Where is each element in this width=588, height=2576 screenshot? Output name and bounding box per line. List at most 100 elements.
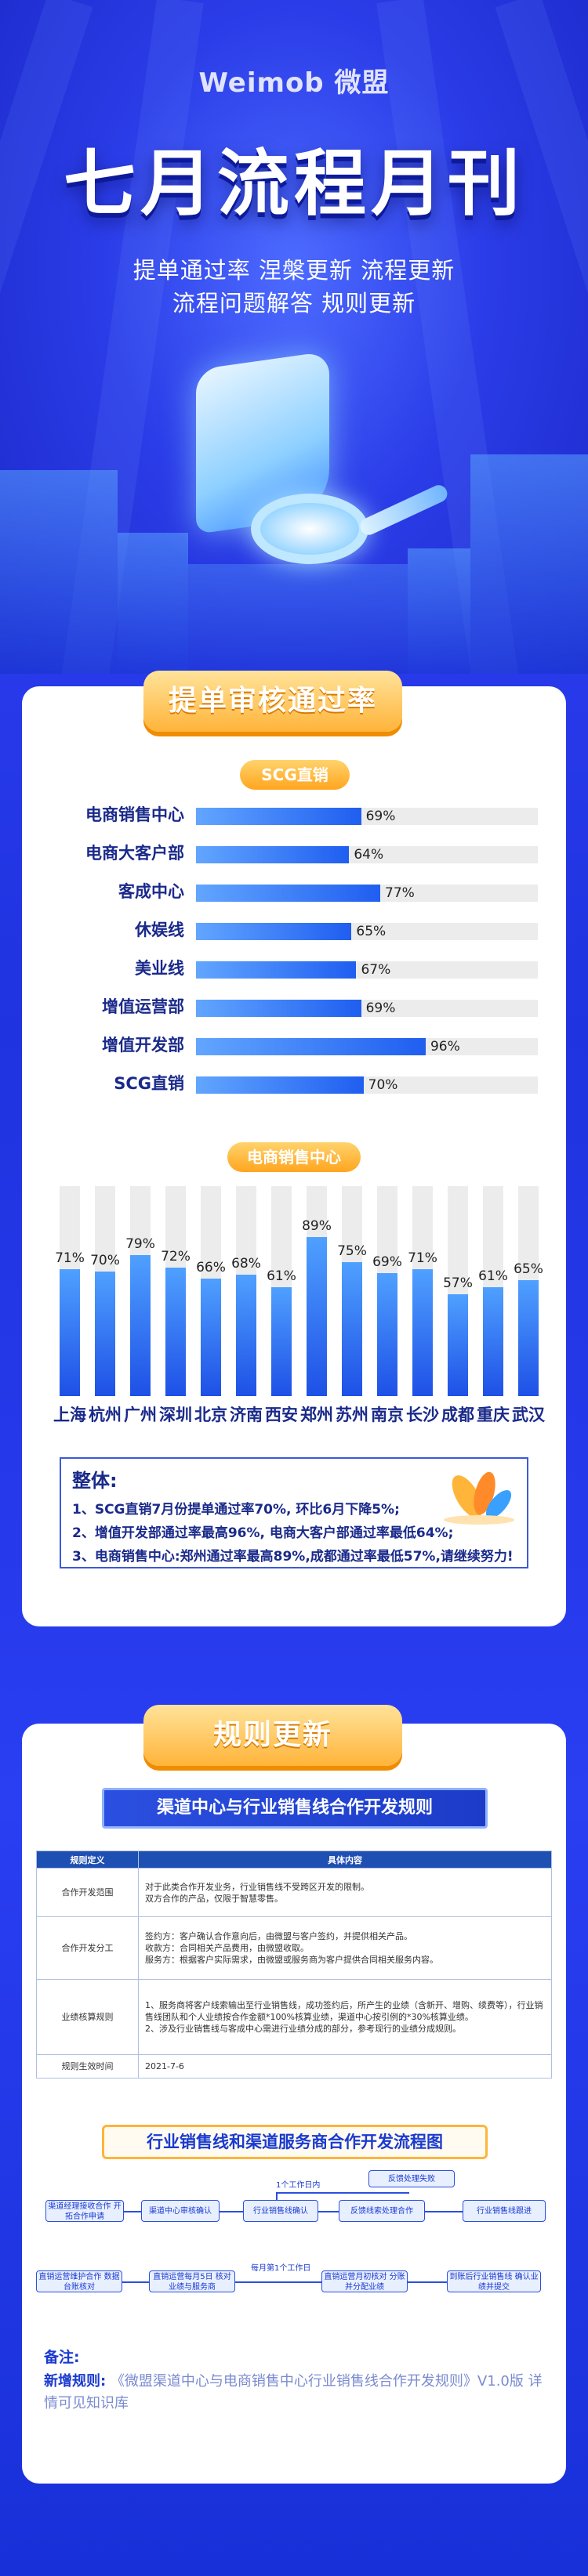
vbar-fill <box>448 1294 468 1396</box>
brand-logo: Weimob 微盟 <box>198 67 390 99</box>
hbar-label: 电商大客户部 <box>85 844 184 863</box>
table-cell-key: 合作开发范围 <box>36 1868 139 1917</box>
summary-line: 3、电商销售中心:郑州通过率最高89%,成都通过率最低57%,请继续努力! <box>72 1549 514 1565</box>
flow-connector <box>86 2281 525 2283</box>
vbar-value: 71% <box>55 1250 85 1267</box>
vbar-label: 上海 <box>53 1406 86 1424</box>
hbar-row: 电商大客户部 64% <box>31 841 541 866</box>
hbar-track: 96% <box>196 1038 538 1055</box>
hbar-value: 67% <box>361 962 391 978</box>
vbar-fill <box>165 1267 186 1396</box>
decor-cube <box>118 533 188 674</box>
flow-node: 直销运营每月5日 核对业绩与服务商 <box>149 2270 235 2292</box>
rule-title-banner: 渠道中心与行业销售线合作开发规则 <box>102 1788 488 1829</box>
table-cell-value: 1、服务商将客户线索输出至行业销售线，成功签约后，所产生的业绩（含新开、增购、续… <box>138 1979 552 2055</box>
table-row: 业绩核算规则 1、服务商将客户线索输出至行业销售线，成功签约后，所产生的业绩（含… <box>36 1979 552 2055</box>
flow-node-reject: 反馈处理失败 <box>368 2170 455 2187</box>
vbar-fill <box>412 1269 433 1396</box>
flow-node: 行业销售线确认 <box>243 2200 318 2222</box>
vbar-value: 75% <box>337 1243 367 1260</box>
chart1-pill: SCG直销 <box>240 760 350 790</box>
hbar-label: 休娱线 <box>135 921 184 939</box>
flow-connector <box>276 2192 409 2194</box>
hbar-label: 增值运营部 <box>102 997 184 1016</box>
flow-node: 反馈线索处理合作 <box>339 2200 425 2222</box>
vbar-label: 重庆 <box>477 1406 510 1424</box>
hbar-value: 65% <box>356 924 387 939</box>
hbar-row: 休娱线 65% <box>31 917 541 942</box>
hbar-fill <box>196 1038 426 1055</box>
hbar-label: 客成中心 <box>118 882 184 901</box>
vbar-label: 郑州 <box>300 1406 333 1424</box>
note-label: 新增规则: <box>44 2373 107 2390</box>
vbar-fill <box>307 1237 327 1396</box>
flow-title-banner: 行业销售线和渠道服务商合作开发流程图 <box>102 2125 488 2159</box>
hbar-value: 64% <box>354 847 384 863</box>
hbar-label: 增值开发部 <box>102 1036 184 1055</box>
flow-node: 渠道经理接收合作 开拓合作申请 <box>45 2200 124 2222</box>
table-cell-value: 对于此类合作开发业务，行业销售线不受跨区开发的限制。 双方合作的产品，仅限于智慧… <box>138 1868 552 1917</box>
hero-banner <box>0 0 588 674</box>
vbar-label: 济南 <box>230 1406 263 1424</box>
hbar-track: 70% <box>196 1076 538 1094</box>
section-tab-pass-rate: 提单审核通过率 <box>143 671 402 732</box>
vbar-value: 61% <box>267 1268 296 1285</box>
vbar-label: 苏州 <box>336 1406 368 1424</box>
vbar-value: 61% <box>478 1268 508 1285</box>
vbar-value: 72% <box>161 1248 191 1264</box>
hbar-value: 70% <box>368 1077 398 1093</box>
flow-node: 到账后行业销售线 确认业绩并提交 <box>447 2270 541 2292</box>
flow-node: 行业销售线跟进 <box>463 2200 546 2222</box>
hbar-fill <box>196 885 380 902</box>
hbar-row: 客成中心 77% <box>31 879 541 904</box>
table-row: 规则生效时间 2021-7-6 <box>36 2054 552 2079</box>
summary-line: 1、SCG直销7月份提单通过率70%, 环比6月下降5%; <box>72 1502 400 1518</box>
magnifier-icon <box>251 494 368 564</box>
summary-line: 2、增值开发部通过率最高96%, 电商大客户部通过率最低64%; <box>72 1525 454 1541</box>
vbar-label: 深圳 <box>159 1406 192 1424</box>
leaf-decoration-icon <box>444 1471 514 1525</box>
table-cell-value: 2021-7-6 <box>138 2054 552 2079</box>
hbar-row: 增值运营部 69% <box>31 994 541 1019</box>
table-header: 具体内容 <box>138 1851 552 1869</box>
rules-card <box>22 1724 566 2484</box>
hbar-fill <box>196 961 357 979</box>
vbar-label: 北京 <box>194 1406 227 1424</box>
hbar-row: 美业线 67% <box>31 956 541 981</box>
vbar-value: 69% <box>372 1254 402 1270</box>
hbar-value: 69% <box>365 809 396 824</box>
decor-cube <box>408 548 470 674</box>
vbar-label: 长沙 <box>406 1406 439 1424</box>
hbar-value: 77% <box>385 885 415 901</box>
vbar-label: 南京 <box>371 1406 404 1424</box>
decor-cube <box>470 454 588 674</box>
hbar-fill <box>196 1076 364 1094</box>
decor-platform <box>188 564 408 674</box>
note-body: 《微盟渠道中心与电商销售中心行业销售线合作开发规则》V1.0版 详情可见知识库 <box>44 2373 543 2411</box>
decor-cube <box>0 470 118 674</box>
vbar-fill <box>518 1279 539 1396</box>
vbar-label: 武汉 <box>512 1406 545 1424</box>
vbar-label: 广州 <box>124 1406 157 1424</box>
table-row: 合作开发分工 签约方：客户确认合作意向后，由微盟与客户签约，并提供相关产品。 收… <box>36 1916 552 1980</box>
flow-node: 渠道中心审核确认 <box>141 2200 220 2222</box>
hbar-value: 69% <box>365 1000 396 1016</box>
hbar-track: 77% <box>196 885 538 902</box>
subtitle-line2: 流程问题解答 规则更新 <box>172 290 416 317</box>
flow-note-top: 1个工作日内 <box>276 2181 321 2190</box>
hbar-row: SCG直销 70% <box>31 1071 541 1096</box>
rules-table: 规则定义 具体内容 合作开发范围 对于此类合作开发业务，行业销售线不受跨区开发的… <box>36 1851 552 2079</box>
hbar-value: 96% <box>430 1039 460 1055</box>
chart2-pill: 电商销售中心 <box>227 1142 361 1172</box>
hbar-fill <box>196 1000 361 1017</box>
hbar-track: 64% <box>196 846 538 863</box>
vbar-fill <box>95 1271 115 1396</box>
vbar-fill <box>271 1287 292 1396</box>
hbar-track: 69% <box>196 808 538 825</box>
hbar-track: 67% <box>196 961 538 979</box>
hbar-row: 增值开发部 96% <box>31 1033 541 1058</box>
table-cell-value: 签约方：客户确认合作意向后，由微盟与客户签约，并提供相关产品。 收款方：合同相关… <box>138 1916 552 1980</box>
hbar-fill <box>196 923 352 940</box>
vbar-label: 西安 <box>265 1406 298 1424</box>
flow-note-mid: 每月第1个工作日 <box>251 2264 311 2273</box>
